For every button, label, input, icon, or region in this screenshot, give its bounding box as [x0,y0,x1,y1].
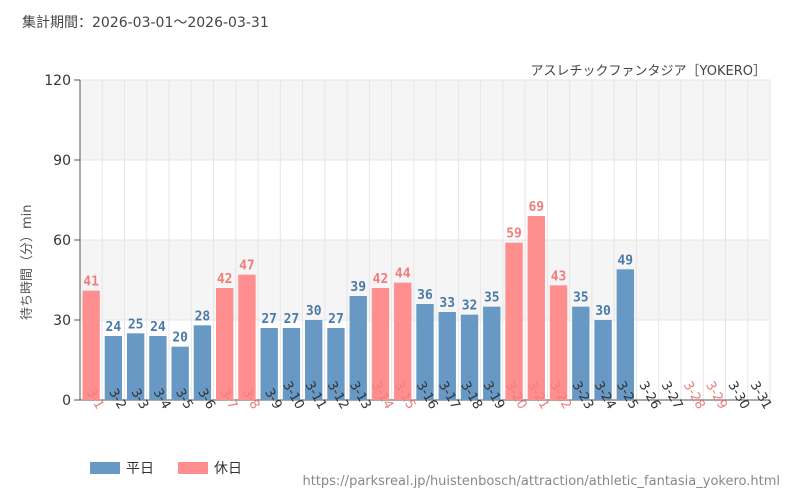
bar [616,269,635,400]
bar-value-label: 30 [306,304,322,319]
bar-value-label: 43 [551,269,567,284]
bar [594,320,612,400]
legend-swatch-holiday [178,462,208,474]
bar-value-label: 28 [195,309,211,324]
bar-value-label: 30 [595,304,611,319]
bar-value-label: 42 [373,272,389,287]
bar-value-label: 32 [462,299,478,314]
legend-item-weekday[interactable]: 平日 [90,458,154,478]
bar [438,312,456,400]
bar [394,282,412,400]
y-tick-label: 60 [53,233,71,249]
bar-value-label: 25 [128,317,144,332]
legend-swatch-weekday [90,462,120,474]
bar-value-label: 35 [484,291,500,306]
bar-value-label: 47 [239,259,255,274]
bar [126,333,145,400]
chart-title: アスレチックファンタジア［YOKERO］ [530,64,766,79]
period-label: 集計期間：2026-03-01～2026-03-31 [22,15,269,31]
bar-value-label: 41 [83,275,99,290]
bar [305,320,323,400]
bar [483,306,501,400]
bar [104,336,123,400]
bar [460,314,479,400]
y-tick-label: 90 [53,153,71,169]
legend-label-weekday: 平日 [126,461,154,477]
bar-value-label: 42 [217,272,233,287]
bar-value-label: 20 [172,331,188,346]
bar-value-label: 39 [350,280,366,295]
bar [505,242,523,400]
bar [572,306,590,400]
bar [260,328,278,400]
legend-item-holiday[interactable]: 休日 [178,458,242,478]
bar-value-label: 49 [617,253,633,268]
source-url[interactable]: https://parksreal.jp/huistenbosch/attrac… [302,474,780,489]
y-tick-label: 120 [44,73,71,89]
bar [149,336,167,400]
bar [193,325,212,400]
bar [282,328,301,400]
bar [349,296,367,400]
bar-value-label: 69 [528,200,544,215]
bar-value-label: 24 [106,320,122,335]
bar [82,290,100,400]
bar [527,216,545,400]
bar-value-label: 59 [506,227,522,242]
plot-band [80,80,770,160]
bar [327,328,345,400]
bar-value-label: 27 [261,312,277,327]
legend-label-holiday: 休日 [214,461,242,477]
y-tick-label: 30 [53,313,71,329]
bar [215,288,234,400]
bar-value-label: 44 [395,267,411,282]
bar-value-label: 27 [284,312,300,327]
bar-value-label: 35 [573,291,589,306]
y-tick-label: 0 [62,393,71,409]
bar [416,304,434,400]
bar-value-label: 27 [328,312,344,327]
bar [549,285,568,400]
bar-value-label: 24 [150,320,166,335]
bar [371,288,390,400]
legend: 平日 休日 [90,458,242,478]
bar [171,346,189,400]
bar-value-label: 36 [417,288,433,303]
bar [238,274,256,400]
bar-value-label: 33 [439,296,455,311]
